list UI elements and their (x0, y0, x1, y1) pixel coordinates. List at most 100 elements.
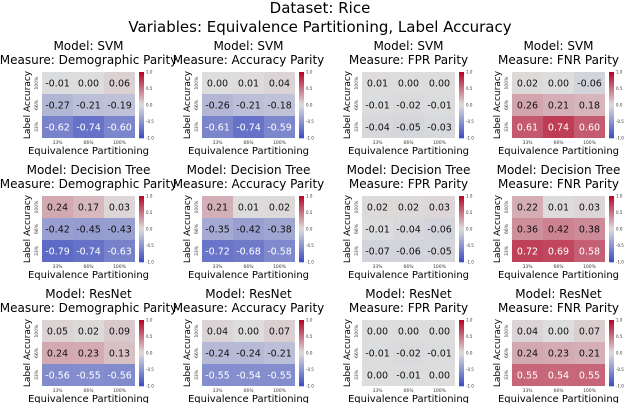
x-axis-label: Equivalence Partitioning (188, 270, 309, 281)
cell-value-label: 0.07 (579, 327, 600, 338)
y-tick-label: 66% (194, 99, 200, 110)
colorbar-segment (139, 107, 144, 110)
colorbar-segment (299, 251, 304, 254)
colorbar-segment (459, 226, 464, 230)
cell-value-label: -0.74 (76, 123, 101, 134)
cell-value-label: 0.23 (78, 349, 99, 360)
cell-value-label: -0.01 (365, 349, 390, 360)
colorbar-segment (299, 94, 304, 97)
heatmap-cell (424, 240, 455, 262)
y-axis-label: Label Accuracy (183, 194, 193, 263)
colorbar-segment (609, 381, 614, 385)
colorbar-segment (299, 331, 304, 334)
heatmap-cell (42, 364, 73, 386)
colorbar-segment (299, 344, 304, 347)
heatmap-cell (264, 196, 295, 218)
colorbar-segment (609, 91, 614, 95)
colorbar-segment (299, 96, 304, 99)
heatmap-cell (424, 320, 455, 342)
heatmap-cell (393, 218, 424, 240)
x-tick-label: 33% (212, 264, 223, 270)
colorbar-segment (459, 251, 464, 254)
cell-value-label: -0.01 (45, 79, 70, 90)
cell-value-label: -0.27 (45, 101, 70, 112)
colorbar-segment (299, 364, 304, 367)
colorbar-segment (609, 339, 614, 343)
colorbar-segment (459, 91, 464, 95)
colorbar-segment (139, 259, 144, 263)
cell-value-label: -0.62 (45, 123, 70, 134)
colorbar-segment (459, 198, 464, 201)
cell-value-label: 0.01 (238, 203, 259, 214)
heatmap-cell (42, 240, 73, 262)
colorbar-segment (459, 240, 464, 243)
panel-model-title: Model: Decision Tree (497, 163, 621, 177)
cell-value-label: -0.74 (76, 247, 101, 258)
colorbar-segment (299, 100, 304, 104)
y-tick-label: 33% (354, 245, 360, 256)
x-tick-label: 66% (553, 264, 564, 270)
cell-value-label: -0.06 (577, 79, 602, 90)
cell-value-label: 0.01 (367, 79, 388, 90)
y-tick-label: 100% (354, 324, 360, 338)
colorbar-segment (609, 240, 614, 243)
colorbar-segment (139, 257, 144, 261)
x-tick-label: 33% (522, 388, 533, 394)
heatmap-cell (512, 72, 543, 94)
heatmap-cell (233, 364, 264, 386)
figure-title-line2: Variables: Equivalence Partitioning, Lab… (128, 18, 511, 36)
heatmap-cell (264, 94, 295, 116)
colorbar-segment (609, 322, 614, 325)
colorbar-segment (609, 229, 614, 232)
cell-value-label: 0.03 (429, 203, 450, 214)
x-tick-label: 100% (113, 140, 127, 146)
colorbar-segment (299, 224, 304, 228)
colorbar-segment (299, 379, 304, 382)
colorbar-segment (609, 226, 614, 230)
colorbar-segment (609, 368, 614, 371)
colorbar-segment (299, 383, 304, 387)
y-tick-label: 66% (194, 347, 200, 358)
colorbar-segment (139, 335, 144, 338)
y-axis-label: Label Accuracy (23, 70, 33, 139)
y-tick-label: 33% (354, 121, 360, 132)
colorbar-segment (139, 224, 144, 228)
colorbar-segment (609, 122, 614, 126)
colorbar-tick-label: -0.5 (306, 119, 314, 124)
colorbar-segment (609, 361, 614, 365)
x-tick-label: 33% (212, 388, 223, 394)
colorbar-segment (139, 122, 144, 126)
heatmap-cell (264, 320, 295, 342)
cell-value-label: 0.01 (238, 79, 259, 90)
colorbar-segment (139, 226, 144, 230)
heatmap-cell (104, 116, 135, 138)
colorbar-segment (459, 127, 464, 130)
colorbar-segment (139, 322, 144, 325)
colorbar-segment (139, 366, 144, 369)
colorbar-segment (459, 333, 464, 336)
colorbar-segment (609, 87, 614, 90)
x-tick-label: 66% (243, 388, 254, 394)
heatmap-cell (362, 342, 393, 364)
x-tick-label: 100% (583, 140, 597, 146)
colorbar-tick-label: -0.5 (616, 119, 624, 124)
colorbar-segment (609, 113, 614, 117)
colorbar-segment (299, 240, 304, 243)
colorbar-segment (299, 213, 304, 217)
heatmap-cell (574, 240, 605, 262)
colorbar-segment (609, 328, 614, 332)
colorbar-segment (299, 74, 304, 77)
colorbar-segment (299, 207, 304, 210)
colorbar-segment (299, 231, 304, 234)
cell-value-label: 0.00 (398, 327, 419, 338)
colorbar-tick-label: 0.0 (306, 351, 313, 356)
colorbar-segment (139, 87, 144, 90)
figure-title-line1: Dataset: Rice (270, 0, 371, 17)
cell-value-label: -0.54 (236, 371, 261, 382)
x-axis-label: Equivalence Partitioning (28, 394, 149, 403)
y-tick-label: 66% (34, 347, 40, 358)
heatmap-cell (362, 196, 393, 218)
colorbar-segment (609, 335, 614, 338)
heatmap-cell (104, 240, 135, 262)
colorbar-segment (299, 322, 304, 325)
